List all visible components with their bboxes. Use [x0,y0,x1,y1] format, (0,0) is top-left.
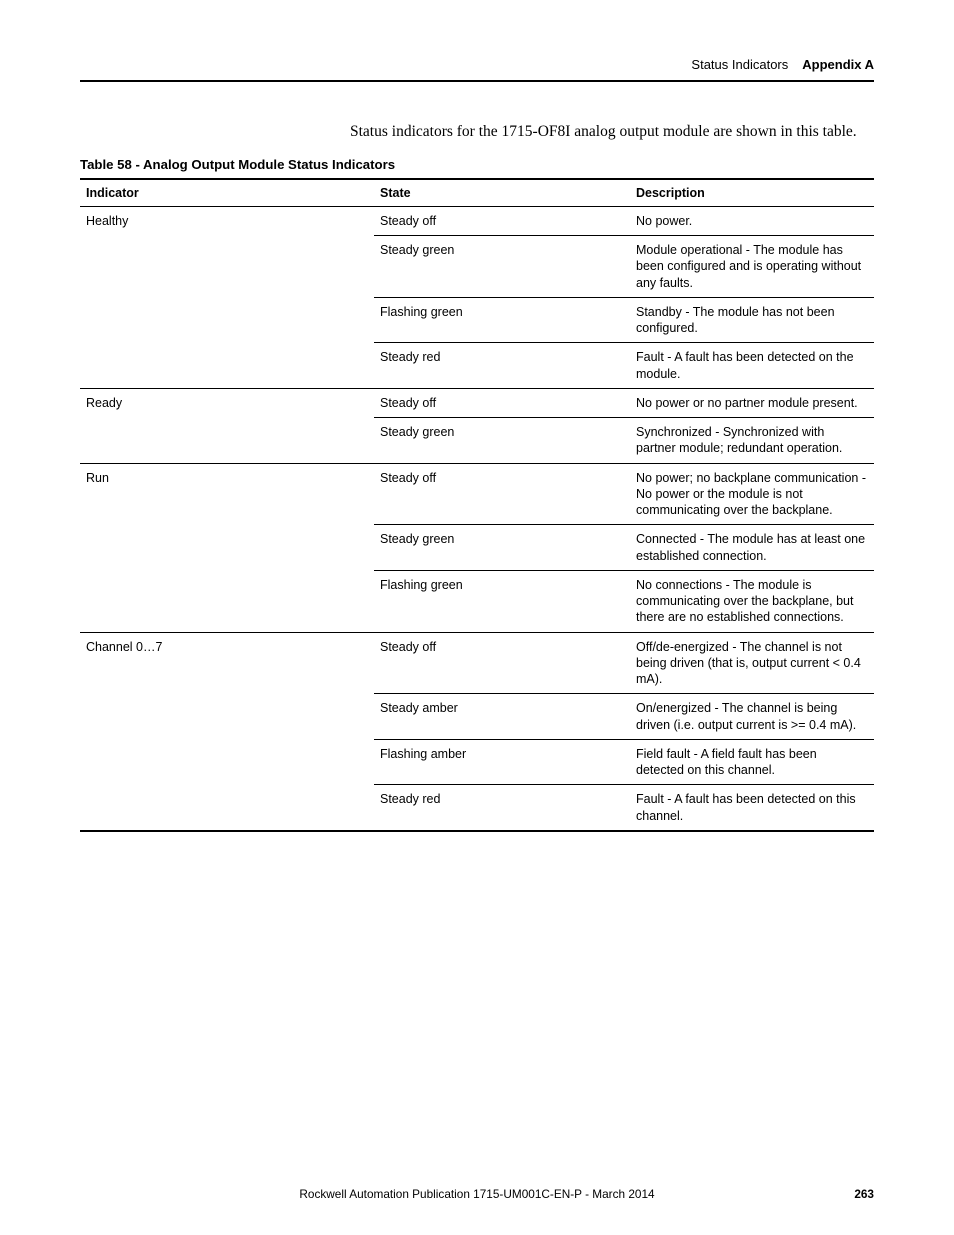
cell-description: Standby - The module has not been config… [630,297,874,343]
table-row: Flashing amberField fault - A field faul… [80,739,874,785]
cell-state: Steady green [374,236,630,298]
cell-indicator [80,785,374,831]
cell-indicator [80,694,374,740]
cell-indicator [80,236,374,298]
cell-indicator [80,739,374,785]
cell-description: No power; no backplane communication - N… [630,463,874,525]
running-header: Status Indicators Appendix A [80,57,874,72]
header-section-title: Status Indicators [691,57,788,72]
header-rule [80,80,874,82]
table-row: Steady greenSynchronized - Synchronized … [80,418,874,464]
table-row: Steady greenModule operational - The mod… [80,236,874,298]
table-row: Steady amberOn/energized - The channel i… [80,694,874,740]
footer-page-number: 263 [854,1187,874,1201]
cell-indicator: Run [80,463,374,525]
cell-description: On/energized - The channel is being driv… [630,694,874,740]
cell-state: Flashing amber [374,739,630,785]
cell-description: No power or no partner module present. [630,388,874,417]
cell-description: No connections - The module is communica… [630,570,874,632]
cell-indicator [80,297,374,343]
col-header-state: State [374,179,630,207]
table-header-row: Indicator State Description [80,179,874,207]
cell-state: Steady off [374,206,630,235]
table-row: Steady greenConnected - The module has a… [80,525,874,571]
table-row: RunSteady offNo power; no backplane comm… [80,463,874,525]
col-header-description: Description [630,179,874,207]
cell-state: Flashing green [374,297,630,343]
table-row: Steady redFault - A fault has been detec… [80,343,874,389]
table-row: Flashing greenNo connections - The modul… [80,570,874,632]
cell-description: Synchronized - Synchronized with partner… [630,418,874,464]
cell-state: Steady off [374,463,630,525]
intro-paragraph: Status indicators for the 1715-OF8I anal… [350,122,874,143]
page: Status Indicators Appendix A Status indi… [0,0,954,1235]
table-body: HealthySteady offNo power.Steady greenMo… [80,206,874,831]
cell-description: Off/de-energized - The channel is not be… [630,632,874,694]
footer-publication: Rockwell Automation Publication 1715-UM0… [80,1187,874,1201]
cell-description: Fault - A fault has been detected on thi… [630,785,874,831]
cell-description: Fault - A fault has been detected on the… [630,343,874,389]
cell-state: Steady off [374,388,630,417]
table-row: Steady redFault - A fault has been detec… [80,785,874,831]
cell-indicator [80,570,374,632]
cell-state: Steady red [374,343,630,389]
cell-description: No power. [630,206,874,235]
cell-state: Steady green [374,418,630,464]
cell-indicator [80,525,374,571]
table-row: Channel 0…7Steady offOff/de-energized - … [80,632,874,694]
table-caption: Table 58 - Analog Output Module Status I… [80,157,874,172]
cell-indicator [80,418,374,464]
cell-state: Flashing green [374,570,630,632]
cell-state: Steady off [374,632,630,694]
table-row: HealthySteady offNo power. [80,206,874,235]
table-row: Flashing greenStandby - The module has n… [80,297,874,343]
cell-description: Field fault - A field fault has been det… [630,739,874,785]
cell-indicator [80,343,374,389]
cell-description: Connected - The module has at least one … [630,525,874,571]
cell-state: Steady red [374,785,630,831]
table-row: ReadySteady offNo power or no partner mo… [80,388,874,417]
cell-description: Module operational - The module has been… [630,236,874,298]
header-appendix-label: Appendix A [802,57,874,72]
cell-state: Steady amber [374,694,630,740]
cell-indicator: Ready [80,388,374,417]
cell-indicator: Healthy [80,206,374,235]
cell-indicator: Channel 0…7 [80,632,374,694]
page-footer: Rockwell Automation Publication 1715-UM0… [80,1187,874,1201]
status-indicators-table: Indicator State Description HealthyStead… [80,178,874,832]
cell-state: Steady green [374,525,630,571]
col-header-indicator: Indicator [80,179,374,207]
